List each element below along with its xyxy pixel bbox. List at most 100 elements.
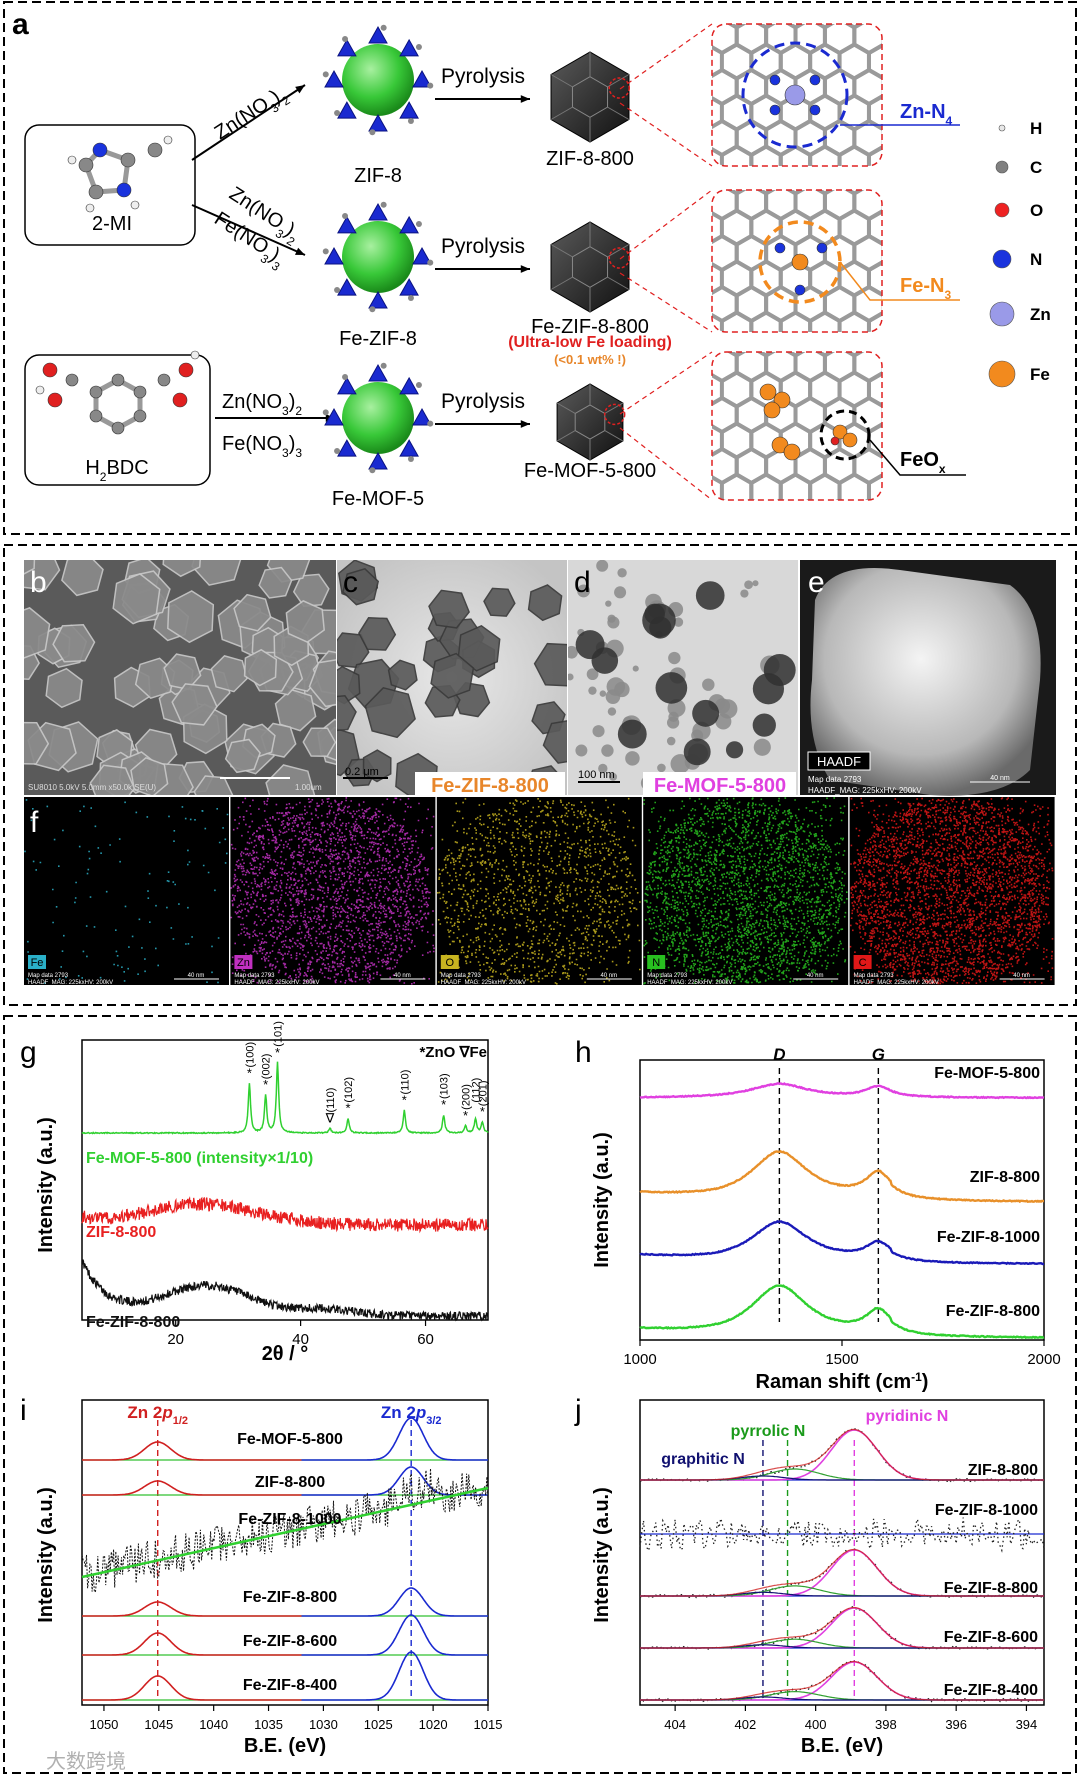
peak-hkl: (100) — [244, 1042, 256, 1068]
metal-node — [399, 278, 419, 296]
zoom-frame — [711, 189, 883, 333]
particle — [649, 616, 672, 639]
mof-name: ZIF-8 — [354, 165, 402, 187]
linker-atom — [322, 248, 329, 255]
series-label: Fe-ZIF-8-800 — [946, 1303, 1040, 1320]
carbon-ring — [866, 259, 882, 298]
text-part: 2 — [100, 470, 107, 484]
product-name: Fe-MOF-5-800 — [524, 460, 656, 482]
carbon-ring — [808, 144, 842, 166]
mof-zif8: ZIF-8 — [322, 24, 434, 187]
text-part: Zn 2 — [381, 1403, 416, 1422]
series-label: Fe-MOF-5-800 (intensity×1/10) — [86, 1150, 313, 1167]
panel-label: j — [574, 1394, 582, 1427]
linker-atom — [342, 213, 349, 220]
text-part: ) — [289, 433, 296, 455]
reagent-label: Zn(NO3)2 — [222, 391, 302, 418]
metal-node — [368, 202, 388, 221]
zoom-circle — [608, 247, 630, 269]
atom — [35, 385, 45, 395]
text-part: 2 — [295, 404, 302, 418]
text-part: BDC — [106, 457, 148, 479]
atom — [791, 253, 809, 271]
atom — [784, 84, 806, 106]
series-fit — [82, 1632, 302, 1656]
series-fit — [301, 1417, 488, 1461]
precursor-name: 2-MI — [92, 213, 132, 235]
zoom-guide — [619, 23, 713, 90]
mof-name: Fe-ZIF-8 — [339, 328, 417, 350]
atom — [116, 182, 132, 198]
particle — [596, 560, 609, 572]
metal-node — [368, 25, 388, 44]
linker-atom — [407, 294, 414, 301]
particle — [614, 586, 627, 599]
metal-node — [368, 363, 388, 382]
particle — [591, 647, 619, 674]
atom — [809, 104, 821, 116]
atom — [163, 135, 173, 145]
particle — [670, 754, 691, 774]
eds-element: Fe — [31, 957, 44, 969]
series-label: ZIF-8-800 — [970, 1169, 1040, 1186]
series-fit — [82, 1441, 302, 1461]
x-tick-label: 60 — [417, 1331, 434, 1348]
metal-node — [368, 451, 388, 470]
atom — [78, 157, 94, 173]
carbon-ring — [837, 144, 871, 166]
metal-node — [399, 439, 419, 457]
particle — [607, 707, 617, 716]
zoom-guide — [619, 427, 713, 501]
arrow-line — [191, 204, 306, 256]
linker-atom — [380, 201, 387, 208]
element-name: Fe — [1030, 365, 1050, 384]
eds-element: C — [859, 957, 867, 969]
text-part: FeO — [900, 449, 939, 471]
linker-atom — [334, 447, 341, 454]
series-label: Fe-ZIF-8-600 — [243, 1633, 337, 1650]
x-tick-label: 1000 — [623, 1351, 656, 1368]
reagent-label: Fe(NO3)3 — [222, 433, 302, 460]
atom — [89, 409, 103, 423]
linker-atom — [342, 374, 349, 381]
band-label: D — [773, 1045, 785, 1064]
series-label: ZIF-8-800 — [968, 1462, 1038, 1479]
peak-hkl: (201) — [477, 1081, 489, 1107]
particle — [632, 665, 639, 672]
series-fit — [82, 1601, 302, 1617]
eds-tag-box — [440, 955, 459, 969]
element-legend-item: Zn — [989, 301, 1051, 327]
x-axis-label: B.E. (eV) — [801, 1735, 883, 1757]
atom — [809, 74, 821, 86]
particle — [744, 580, 753, 590]
scale-label: 40 nm — [1013, 973, 1030, 979]
element-name: Zn — [1030, 305, 1051, 324]
element-legend-item: O — [994, 201, 1043, 220]
particle — [89, 764, 136, 795]
zoom-lattice — [712, 352, 882, 500]
element-name: O — [1030, 201, 1043, 220]
particle — [210, 655, 248, 693]
metal-node — [337, 38, 357, 57]
element-swatch — [988, 360, 1016, 388]
series-label: Fe-MOF-5-800 — [934, 1065, 1040, 1082]
pyrolysis-label: Pyrolysis — [441, 65, 525, 88]
site-zn-n4: Zn-N4 — [741, 41, 960, 149]
carbon-ring — [866, 42, 882, 81]
particle — [308, 659, 336, 708]
carbon-ring — [837, 472, 871, 500]
scale-label: 1.00um — [295, 783, 322, 792]
text-part: 3 — [282, 404, 289, 418]
particle — [337, 728, 360, 777]
particle — [617, 568, 627, 578]
linker-atom — [415, 44, 422, 51]
x-axis-label: B.E. (eV) — [244, 1735, 326, 1757]
eds-info: HAADF_MAG: 225kxHV: 200kV — [647, 980, 732, 986]
particle — [702, 678, 715, 691]
linker-atom — [322, 71, 329, 78]
x-tick-label: 1030 — [309, 1717, 338, 1732]
particle — [342, 567, 380, 606]
